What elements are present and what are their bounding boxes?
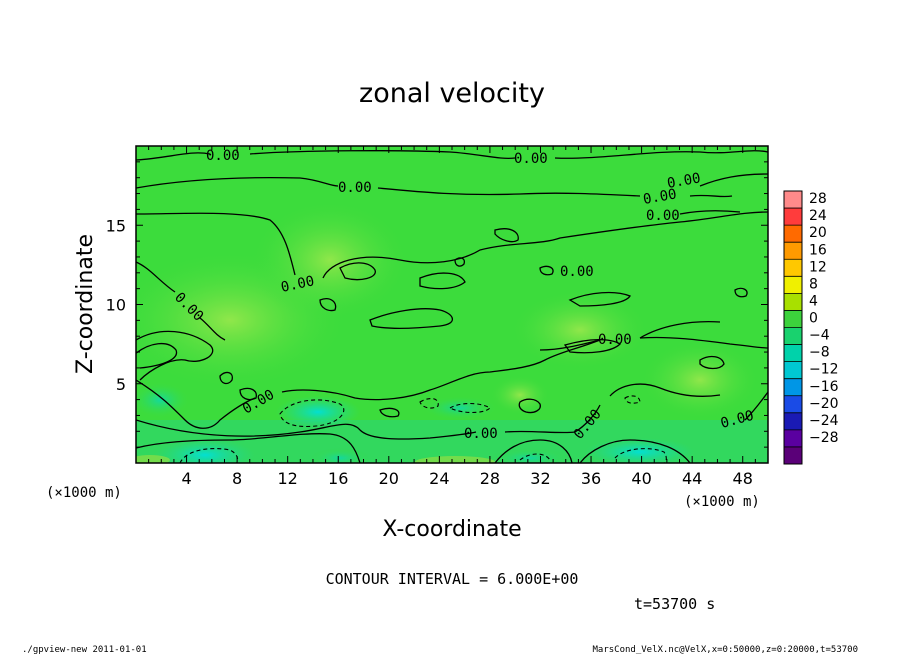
colorbar-label: 4 bbox=[809, 293, 818, 309]
y-axis-ticks: 5 10 15 bbox=[106, 161, 768, 448]
colorbar-swatch bbox=[784, 259, 802, 277]
contour-label: 0.00 bbox=[280, 273, 316, 296]
y-tick-label: 15 bbox=[106, 216, 126, 235]
colorbar-swatch bbox=[784, 242, 802, 260]
x-tick-label: 48 bbox=[733, 469, 753, 488]
colorbar-label: 16 bbox=[809, 242, 827, 258]
colorbar-label: −8 bbox=[809, 345, 830, 361]
colorbar-swatch bbox=[784, 191, 802, 209]
contour-label: 0.00 bbox=[338, 180, 372, 196]
contour-label: 0.00 bbox=[598, 332, 632, 348]
x-tick-label: 16 bbox=[328, 469, 348, 488]
contour-label: 0.00 bbox=[464, 426, 498, 442]
time-text: t=53700 s bbox=[634, 595, 715, 613]
colorbar-swatch bbox=[784, 395, 802, 413]
colorbar-swatch bbox=[784, 310, 802, 328]
colorbar-swatch bbox=[784, 429, 802, 447]
x-tick-label: 44 bbox=[682, 469, 702, 488]
colorbar-label: −16 bbox=[809, 379, 839, 395]
colorbar-label: 28 bbox=[809, 191, 827, 207]
chart-title: zonal velocity bbox=[359, 78, 545, 109]
colorbar-swatch bbox=[784, 276, 802, 294]
y-tick-label: 5 bbox=[116, 375, 126, 394]
colorbar-swatch bbox=[784, 293, 802, 311]
colorbar-label: −20 bbox=[809, 396, 839, 412]
footer-left-text: ./gpview-new 2011-01-01 bbox=[22, 645, 147, 654]
y-unit-label: (×1000 m) bbox=[46, 485, 122, 501]
x-tick-label: 24 bbox=[429, 469, 449, 488]
contour-label: 0.00 bbox=[646, 208, 680, 224]
y-tick-label: 10 bbox=[106, 296, 126, 315]
heatmap-field bbox=[136, 146, 768, 463]
colorbar-label: 0 bbox=[809, 311, 818, 327]
x-tick-label: 8 bbox=[232, 469, 242, 488]
colorbar-label: −4 bbox=[809, 328, 830, 344]
x-tick-label: 32 bbox=[530, 469, 550, 488]
negative-contour-lines bbox=[179, 395, 667, 463]
x-tick-label: 36 bbox=[581, 469, 601, 488]
x-tick-label: 28 bbox=[480, 469, 500, 488]
y-axis-label: Z-coordinate bbox=[73, 234, 98, 374]
colorbar-label: −12 bbox=[809, 362, 839, 378]
x-tick-label: 12 bbox=[278, 469, 298, 488]
colorbar-label: −24 bbox=[809, 413, 839, 429]
colorbar-swatch bbox=[784, 361, 802, 379]
x-axis-ticks: 4 8 12 16 20 24 28 32 36 40 44 48 bbox=[148, 146, 756, 488]
x-tick-label: 20 bbox=[379, 469, 399, 488]
colorbar-swatch bbox=[784, 344, 802, 362]
colorbar-swatch bbox=[784, 208, 802, 226]
contour-label: 0.00 bbox=[560, 264, 594, 280]
x-unit-label: (×1000 m) bbox=[684, 494, 760, 510]
contour-label: 0.00 bbox=[666, 170, 702, 192]
contour-interval-text: CONTOUR INTERVAL = 6.000E+00 bbox=[326, 570, 579, 588]
contour-lines bbox=[136, 150, 768, 463]
x-tick-label: 40 bbox=[631, 469, 651, 488]
contour-label: 0.00 bbox=[514, 151, 548, 167]
x-tick-label: 4 bbox=[181, 469, 191, 488]
colorbar-swatch bbox=[784, 327, 802, 345]
colorbar-label: 8 bbox=[809, 276, 818, 292]
colorbar-label: −28 bbox=[809, 430, 839, 446]
footer-right-text: MarsCond_VelX.nc@VelX,x=0:50000,z=0:2000… bbox=[592, 645, 858, 654]
colorbar-swatch bbox=[784, 446, 802, 464]
colorbar-swatch bbox=[784, 225, 802, 243]
colorbar-label: 12 bbox=[809, 259, 827, 275]
contour-label: 0.00 bbox=[206, 148, 240, 164]
colorbar-swatch bbox=[784, 412, 802, 430]
colorbar-label: 24 bbox=[809, 208, 827, 224]
colorbar-swatch bbox=[784, 378, 802, 396]
colorbar-label: 20 bbox=[809, 225, 827, 241]
contour-label: 0.00 bbox=[642, 186, 678, 208]
x-axis-label: X-coordinate bbox=[382, 517, 521, 542]
